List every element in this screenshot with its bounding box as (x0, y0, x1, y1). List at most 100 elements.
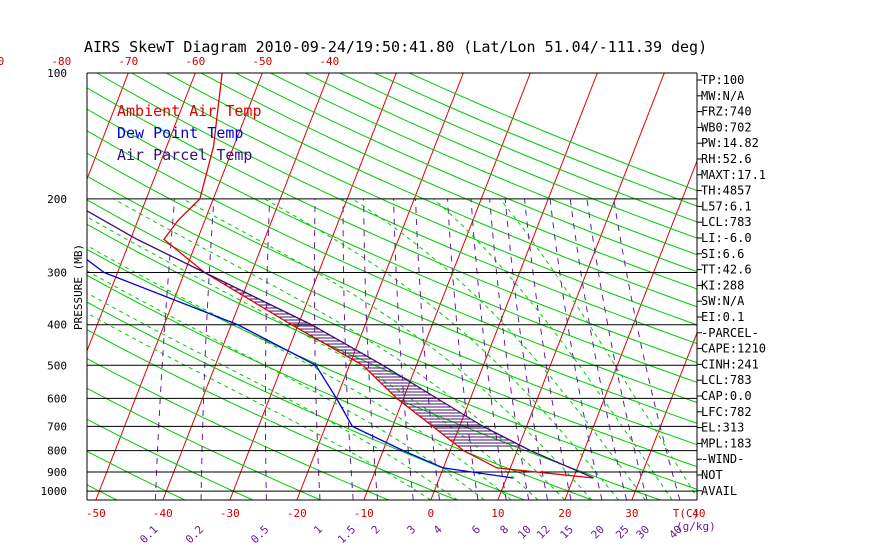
mixing-ratio-tick-label: 20 (589, 523, 608, 542)
isotherm-line (162, 73, 330, 500)
index-value: L57:6.1 (701, 199, 752, 213)
mixing-ratio-line (264, 198, 271, 500)
index-value: CINH:241 (701, 357, 759, 371)
index-value: NOT (701, 468, 723, 482)
moist-adiabat-line (113, 198, 566, 500)
bottom-temp-tick-label: -30 (220, 507, 240, 520)
isotherm-line (296, 73, 464, 500)
index-value: LFC:782 (701, 405, 752, 419)
curves (87, 73, 594, 479)
top-temp-tick-label: -90 (0, 55, 4, 68)
moist-adiabat-line (264, 198, 619, 500)
mixing-ratio-tick-label: 2 (369, 523, 383, 537)
mixing-ratio-line (549, 198, 603, 500)
legend-entry: Air Parcel Temp (117, 146, 252, 164)
mixing-ratio-line (313, 198, 321, 500)
pressure-tick-label: 400 (47, 319, 67, 332)
pressure-tick-label: 800 (47, 445, 67, 458)
y-axis-label: PRESSURE (MB) (72, 244, 85, 330)
mixing-ratio-tick-label: 6 (469, 523, 483, 537)
dry-adiabat-line (87, 248, 661, 500)
dry-adiabat-line (87, 450, 185, 500)
pressure-tick-label: 700 (47, 420, 67, 433)
bottom-temp-tick-label: -50 (86, 507, 106, 520)
mixing-ratio-tick-label: 30 (634, 523, 653, 542)
moist-adiabat-line (87, 312, 432, 500)
axes: 1002003004005006007008009001000-120-110-… (0, 55, 716, 546)
dry-adiabat-line (235, 73, 697, 273)
index-value: FRZ:740 (701, 105, 752, 119)
index-value: EL:313 (701, 421, 744, 435)
moist-adiabat-line (87, 292, 458, 500)
dry-adiabat-line (87, 387, 321, 500)
index-value: AVAIL (701, 484, 737, 498)
top-temp-tick-label: -70 (118, 55, 138, 68)
mixing-ratio-line (200, 198, 215, 500)
pressure-tick-label: 100 (47, 67, 67, 80)
mixing-ratio-line (470, 198, 507, 500)
series-line (163, 73, 594, 479)
index-value: CAP:0.0 (701, 389, 752, 403)
index-value: KI:288 (701, 278, 744, 292)
series-line (87, 210, 594, 479)
legend-entry: Dew Point Temp (117, 124, 243, 142)
isotherm-line (833, 73, 870, 500)
moist-adiabat-line (182, 198, 593, 500)
index-value: LCL:783 (701, 373, 752, 387)
mixing-ratio-line (613, 198, 681, 500)
index-value: RH:52.6 (701, 152, 752, 166)
bottom-temp-tick-label: 30 (625, 507, 638, 520)
index-value: TT:42.6 (701, 263, 752, 277)
mixing-ratio-line (415, 198, 440, 500)
index-value: EI:0.1 (701, 310, 744, 324)
isotherm-line (766, 73, 870, 500)
mixing-unit-label: (g/kg) (676, 520, 716, 533)
mixing-ratio-line (154, 198, 176, 500)
pressure-tick-label: 600 (47, 392, 67, 405)
pressure-tick-label: 500 (47, 359, 67, 372)
dry-adiabat-line (87, 87, 697, 364)
legend: Ambient Air Temp Dew Point Temp Air Parcel… (117, 102, 262, 164)
dry-adiabat-line (87, 418, 253, 500)
index-value: SW:N/A (701, 294, 745, 308)
moist-adiabat-line (433, 198, 673, 500)
chart-title: AIRS SkewT Diagram 2010-09-24/19:50:41.8… (84, 38, 707, 56)
pressure-tick-label: 300 (47, 267, 67, 280)
dry-adiabat-line (87, 274, 593, 500)
temp-unit-label: T(C) (673, 507, 700, 520)
dry-adiabat-line (87, 329, 457, 500)
dry-adiabat-line (87, 152, 697, 424)
dry-adiabat-line (131, 73, 697, 326)
mixing-ratio-tick-label: 3 (404, 523, 418, 537)
pressure-tick-label: 1000 (41, 485, 68, 498)
top-temp-tick-label: -50 (252, 55, 272, 68)
mixing-ratio-tick-label: 1.5 (335, 523, 358, 546)
bottom-temp-tick-label: -10 (354, 507, 374, 520)
index-value: CAPE:1210 (701, 342, 766, 356)
series-line (87, 258, 514, 479)
isotherm-line (95, 73, 263, 500)
moist-adiabat-line (352, 198, 646, 500)
index-value: LCL:783 (701, 215, 752, 229)
dry-adiabat-line (339, 73, 697, 223)
index-value: MAXT:17.1 (701, 168, 766, 182)
mixing-ratio-tick-label: 10 (515, 523, 534, 542)
mixing-ratio-tick-label: 15 (558, 523, 577, 542)
isotherm-line (497, 73, 665, 500)
mixing-ratio-line (586, 198, 648, 500)
dry-adiabat-line (87, 175, 697, 446)
grid (87, 73, 870, 500)
dry-adiabat-line (87, 130, 697, 404)
dry-adiabat-line (200, 73, 697, 290)
mixing-ratio-line (393, 198, 414, 500)
moist-adiabat-line (499, 198, 697, 498)
mixing-ratio-line (447, 198, 479, 500)
bottom-temp-tick-label: -40 (153, 507, 173, 520)
index-value: SI:6.6 (701, 247, 744, 261)
mixing-ratio-tick-label: 1 (311, 523, 325, 537)
index-value: WB0:702 (701, 120, 752, 134)
mixing-ratio-tick-label: 4 (431, 523, 445, 537)
top-temp-tick-label: -60 (185, 55, 205, 68)
